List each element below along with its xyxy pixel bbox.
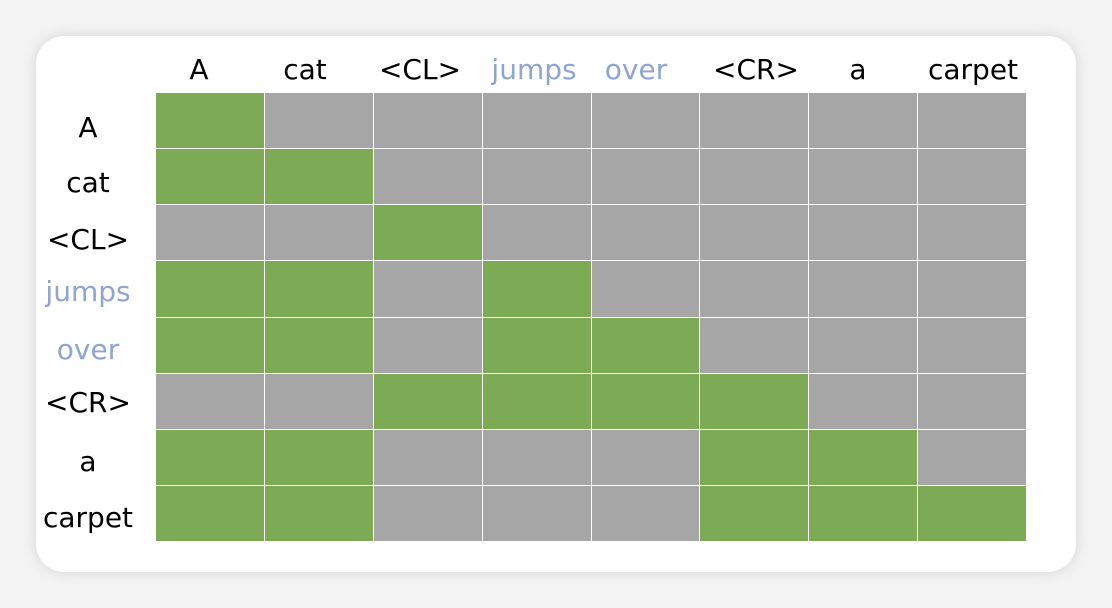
mask-cell-r7-c2	[264, 429, 373, 485]
mask-cell-r1-c5	[591, 93, 700, 149]
mask-cell-r6-c1	[156, 373, 264, 429]
mask-cell-r4-c1	[156, 261, 264, 317]
mask-cell-r4-c3	[373, 261, 482, 317]
column-label-2: cat	[283, 53, 327, 86]
mask-cell-r5-c4	[482, 317, 591, 373]
mask-cell-r2-c8	[918, 149, 1026, 205]
mask-cell-r7-c1	[156, 429, 264, 485]
mask-cell-r1-c4	[482, 93, 591, 149]
mask-cell-r4-c4	[482, 261, 591, 317]
mask-cell-r1-c8	[918, 93, 1026, 149]
column-label-5: over	[604, 53, 668, 86]
row-label-1: A	[78, 111, 98, 144]
mask-cell-r1-c1	[156, 93, 264, 149]
mask-cell-r6-c6	[700, 373, 809, 429]
row-label-2: cat	[66, 166, 110, 199]
mask-cell-r8-c1	[156, 485, 264, 541]
attention-mask-grid	[156, 93, 1026, 541]
mask-cell-r8-c6	[700, 485, 809, 541]
mask-cell-r6-c8	[918, 373, 1026, 429]
mask-cell-r5-c1	[156, 317, 264, 373]
mask-cell-r8-c5	[591, 485, 700, 541]
row-label-3: <CL>	[46, 223, 130, 256]
mask-cell-r1-c3	[373, 93, 482, 149]
mask-cell-r2-c2	[264, 149, 373, 205]
mask-cell-r7-c5	[591, 429, 700, 485]
mask-cell-r5-c3	[373, 317, 482, 373]
mask-cell-r3-c3	[373, 205, 482, 261]
mask-cell-r3-c2	[264, 205, 373, 261]
mask-cell-r3-c5	[591, 205, 700, 261]
mask-cell-r5-c7	[809, 317, 918, 373]
mask-cell-r6-c4	[482, 373, 591, 429]
mask-cell-r1-c2	[264, 93, 373, 149]
mask-cell-r2-c1	[156, 149, 264, 205]
mask-cell-r8-c4	[482, 485, 591, 541]
row-label-6: <CR>	[45, 386, 131, 419]
mask-cell-r2-c3	[373, 149, 482, 205]
row-label-8: carpet	[42, 501, 134, 534]
mask-cell-r1-c6	[700, 93, 809, 149]
mask-cell-r5-c5	[591, 317, 700, 373]
row-label-4: jumps	[45, 275, 131, 308]
mask-cell-r8-c8	[918, 485, 1026, 541]
mask-cell-r4-c2	[264, 261, 373, 317]
row-label-7: a	[79, 445, 97, 478]
mask-cell-r2-c7	[809, 149, 918, 205]
mask-cell-r3-c7	[809, 205, 918, 261]
mask-cell-r6-c7	[809, 373, 918, 429]
mask-cell-r3-c6	[700, 205, 809, 261]
mask-cell-r7-c7	[809, 429, 918, 485]
mask-cell-r6-c2	[264, 373, 373, 429]
mask-cell-r5-c2	[264, 317, 373, 373]
mask-cell-r7-c8	[918, 429, 1026, 485]
column-label-1: A	[189, 53, 209, 86]
mask-cell-r8-c3	[373, 485, 482, 541]
column-label-8: carpet	[927, 53, 1019, 86]
mask-cell-r2-c5	[591, 149, 700, 205]
mask-cell-r5-c8	[918, 317, 1026, 373]
mask-cell-r6-c3	[373, 373, 482, 429]
mask-cell-r2-c4	[482, 149, 591, 205]
column-label-7: a	[849, 53, 867, 86]
column-label-6: <CR>	[713, 53, 799, 86]
column-label-3: <CL>	[378, 53, 462, 86]
mask-cell-r1-c7	[809, 93, 918, 149]
mask-cell-r3-c4	[482, 205, 591, 261]
mask-cell-r7-c3	[373, 429, 482, 485]
mask-cell-r2-c6	[700, 149, 809, 205]
mask-cell-r4-c5	[591, 261, 700, 317]
mask-cell-r7-c6	[700, 429, 809, 485]
mask-cell-r7-c4	[482, 429, 591, 485]
mask-cell-r4-c6	[700, 261, 809, 317]
mask-cell-r3-c8	[918, 205, 1026, 261]
mask-cell-r4-c8	[918, 261, 1026, 317]
mask-cell-r8-c7	[809, 485, 918, 541]
column-label-4: jumps	[491, 53, 577, 86]
mask-cell-r4-c7	[809, 261, 918, 317]
mask-cell-r3-c1	[156, 205, 264, 261]
mask-cell-r6-c5	[591, 373, 700, 429]
mask-cell-r8-c2	[264, 485, 373, 541]
mask-cell-r5-c6	[700, 317, 809, 373]
row-label-5: over	[56, 333, 120, 366]
